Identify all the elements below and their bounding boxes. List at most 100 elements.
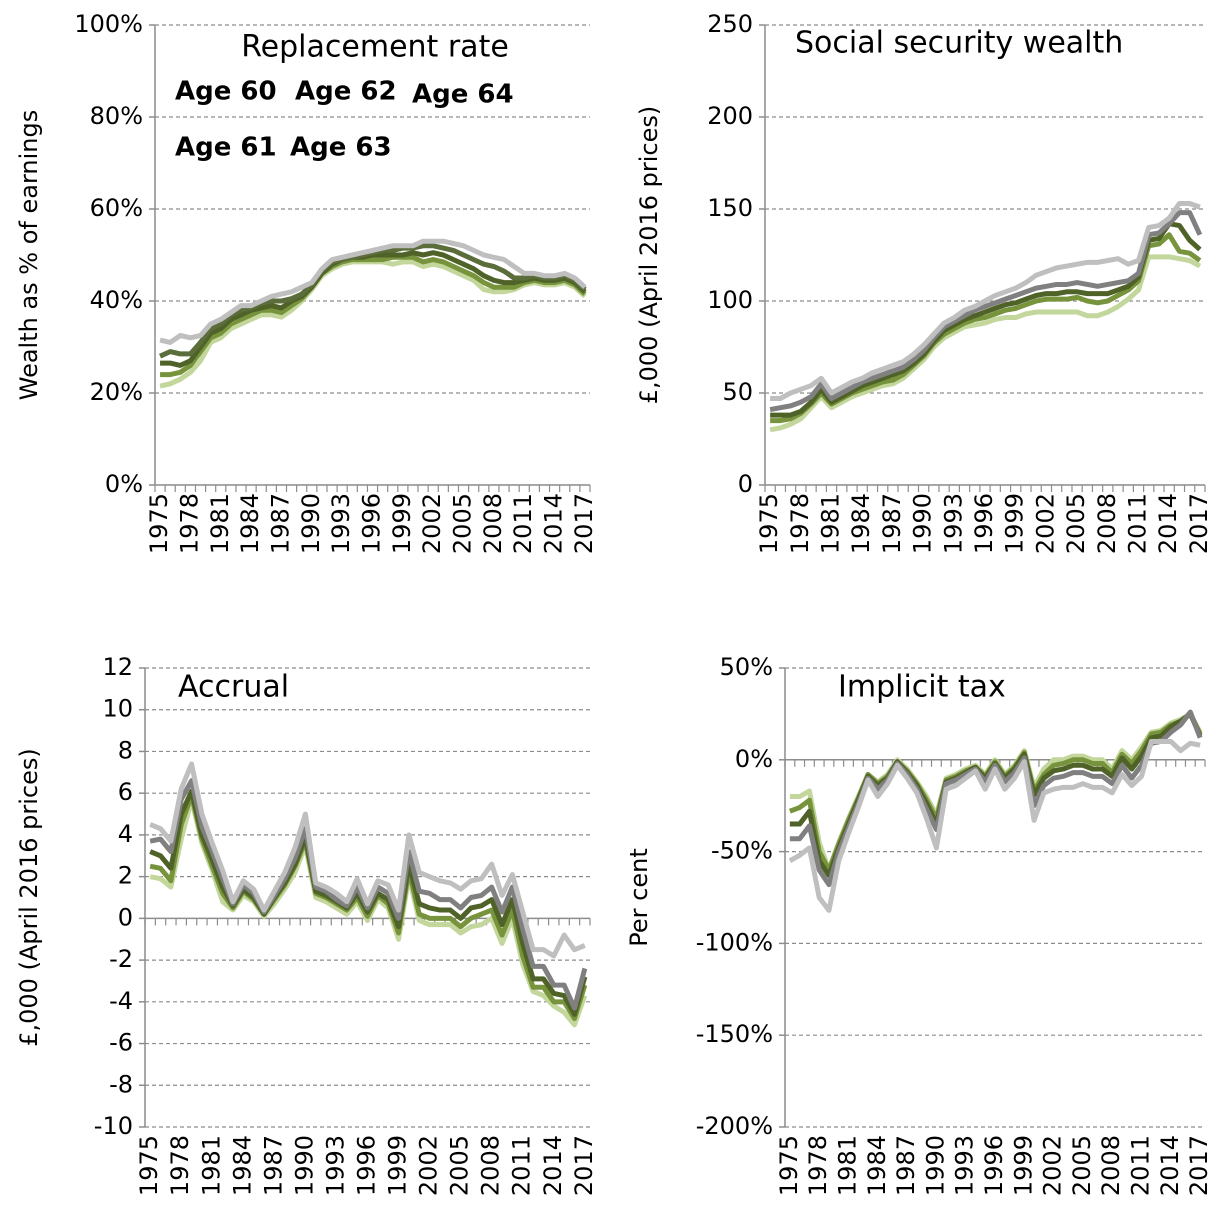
y-tick-label: 12	[102, 653, 133, 681]
y-axis-label: Wealth as % of earnings	[15, 110, 43, 401]
x-tick-label: 2011	[1127, 1135, 1155, 1196]
x-tick-label: 2005	[446, 1135, 474, 1196]
chart-title: Social security wealth	[795, 26, 1123, 61]
y-tick-label: 40%	[90, 286, 143, 314]
y-tick-label: 250	[707, 10, 753, 38]
x-tick-label: 2002	[1031, 493, 1059, 554]
y-tick-label: 0%	[105, 470, 143, 498]
x-tick-label: 2014	[540, 493, 568, 554]
series-line	[769, 210, 1203, 413]
x-tick-label: 1978	[166, 1135, 194, 1196]
y-tick-label: 4	[118, 820, 133, 848]
x-tick-label: 1981	[817, 493, 845, 554]
x-tick-label: 1990	[290, 1135, 318, 1196]
x-tick-label: 2011	[508, 1135, 536, 1196]
x-tick-label: 2005	[449, 493, 477, 554]
legend-entry: Age 60	[175, 77, 277, 107]
series-line	[789, 711, 1203, 873]
x-tick-label: 1999	[1009, 1135, 1037, 1196]
x-tick-label: 2008	[479, 493, 507, 554]
y-tick-label: 2	[118, 862, 133, 890]
x-tick-label: 1981	[833, 1135, 861, 1196]
x-tick-label: 2014	[1154, 493, 1182, 554]
x-tick-label: 2002	[418, 493, 446, 554]
x-tick-label: 1999	[384, 1135, 412, 1196]
y-axis-label: £,000 (April 2016 prices)	[15, 748, 43, 1047]
x-tick-label: 1993	[939, 493, 967, 554]
y-axis-label: £,000 (April 2016 prices)	[635, 106, 663, 405]
x-tick-label: 1999	[388, 493, 416, 554]
x-tick-label: 2014	[1156, 1135, 1184, 1196]
x-tick-label: 1993	[951, 1135, 979, 1196]
x-tick-label: 1981	[206, 493, 234, 554]
series-line	[149, 778, 588, 1011]
y-tick-label: 50	[722, 378, 753, 406]
y-tick-label: 8	[118, 736, 133, 764]
x-tick-label: 2011	[1123, 493, 1151, 554]
x-tick-label: 2002	[415, 1135, 443, 1196]
y-tick-label: -200%	[696, 1112, 773, 1140]
x-tick-label: 1996	[358, 493, 386, 554]
x-tick-label: 1987	[266, 493, 294, 554]
chart-title: Implicit tax	[838, 670, 1006, 705]
y-tick-label: 0%	[735, 745, 773, 773]
x-tick-label: 1996	[353, 1135, 381, 1196]
y-axis-label: Per cent	[625, 848, 653, 946]
x-tick-label: 1996	[970, 493, 998, 554]
series-line	[769, 254, 1202, 433]
x-tick-label: 1975	[145, 493, 173, 554]
y-tick-label: 150	[707, 194, 753, 222]
series-line	[770, 221, 1202, 418]
x-tick-label: 1990	[297, 493, 325, 554]
legend-entry: Age 63	[290, 133, 392, 163]
x-tick-label: 1987	[892, 1135, 920, 1196]
x-tick-label: 2017	[1185, 1135, 1213, 1196]
x-tick-label: 1999	[1001, 493, 1029, 554]
legend-entry: Age 62	[295, 77, 397, 107]
y-tick-label: -4	[109, 987, 133, 1015]
x-tick-label: 1990	[909, 493, 937, 554]
legend-entry: Age 61	[175, 133, 277, 163]
x-tick-label: 1984	[228, 1135, 256, 1196]
y-tick-label: 80%	[90, 102, 143, 130]
x-tick-label: 1978	[804, 1135, 832, 1196]
series-line	[789, 711, 1203, 873]
y-tick-label: -10	[94, 1112, 133, 1140]
chart-title: Replacement rate	[241, 30, 509, 65]
x-tick-label: 2008	[477, 1135, 505, 1196]
x-tick-label: 1993	[327, 493, 355, 554]
x-tick-label: 1990	[921, 1135, 949, 1196]
x-tick-label: 1984	[236, 493, 264, 554]
y-tick-label: -150%	[696, 1020, 773, 1048]
y-tick-label: 60%	[90, 194, 143, 222]
chart-title: Accrual	[178, 670, 289, 705]
x-tick-label: 1975	[755, 493, 783, 554]
y-tick-label: 50%	[720, 653, 773, 681]
x-tick-label: 2011	[509, 493, 537, 554]
x-tick-label: 1978	[786, 493, 814, 554]
x-tick-label: 1993	[321, 1135, 349, 1196]
y-tick-label: -50%	[711, 837, 773, 865]
x-tick-label: 2008	[1093, 493, 1121, 554]
x-tick-label: 1984	[863, 1135, 891, 1196]
series-line	[159, 238, 587, 345]
series-line	[789, 709, 1203, 888]
x-tick-label: 2014	[539, 1135, 567, 1196]
x-tick-label: 1975	[775, 1135, 803, 1196]
x-tick-label: 1987	[878, 493, 906, 554]
y-tick-label: 6	[118, 778, 133, 806]
y-tick-label: 20%	[90, 378, 143, 406]
y-tick-label: -8	[109, 1070, 133, 1098]
x-tick-label: 2005	[1062, 493, 1090, 554]
x-tick-label: 1975	[135, 1135, 163, 1196]
y-tick-label: 10	[102, 695, 133, 723]
legend-entry: Age 64	[412, 80, 514, 110]
y-tick-label: 100	[707, 286, 753, 314]
y-tick-label: 200	[707, 102, 753, 130]
x-tick-label: 1996	[980, 1135, 1008, 1196]
x-tick-label: 1987	[259, 1135, 287, 1196]
series-line	[149, 761, 586, 959]
x-tick-label: 2017	[1185, 493, 1213, 554]
series-line	[149, 788, 588, 1017]
